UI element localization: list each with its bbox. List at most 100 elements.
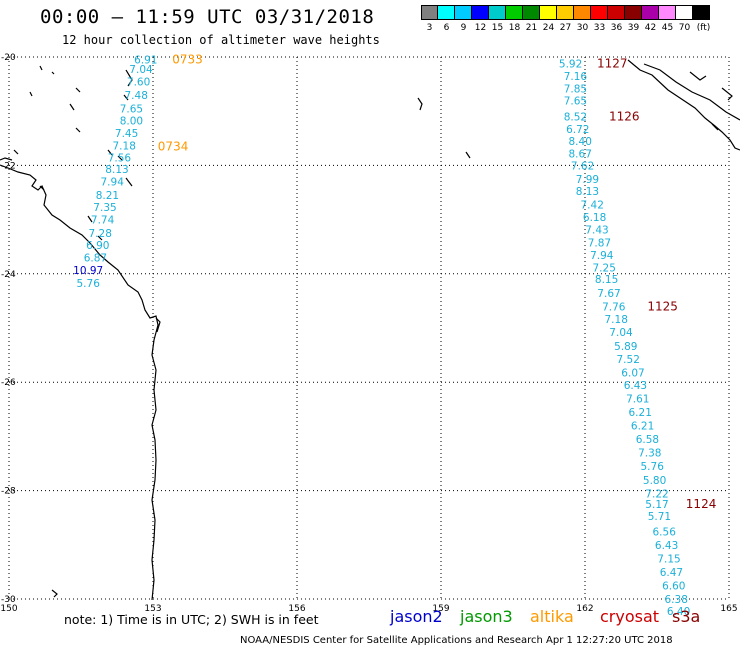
pass-time-label: 1124 — [686, 497, 717, 511]
wave-height-value: 8.13 — [105, 164, 128, 176]
color-scale-label: 24 — [542, 23, 555, 33]
wave-height-value: 7.67 — [597, 288, 620, 300]
wave-height-value: 6.87 — [84, 253, 107, 265]
color-scale-label: 39 — [627, 23, 640, 33]
island — [39, 185, 45, 191]
wave-height-value: 7.65 — [564, 95, 587, 107]
footer-credit: NOAA/NESDIS Center for Satellite Applica… — [240, 635, 673, 646]
island — [123, 94, 129, 101]
queensland-cape — [0, 157, 13, 161]
fraser-island — [155, 317, 161, 333]
wave-height-value: 6.43 — [624, 380, 647, 392]
color-swatch — [540, 5, 557, 20]
color-swatch — [421, 5, 438, 20]
island — [97, 235, 103, 241]
wave-height-value: 5.80 — [643, 475, 666, 487]
satellite-legend-jason3: jason3 — [460, 607, 513, 626]
color-scale-label: 18 — [508, 23, 521, 33]
wave-height-value: 6.60 — [662, 580, 685, 592]
wave-height-value: 5.76 — [641, 461, 665, 473]
satellite-legend-jason2: jason2 — [390, 607, 443, 626]
loyalty-island — [721, 87, 733, 101]
island — [39, 65, 43, 71]
color-swatch — [659, 5, 676, 20]
island — [117, 155, 123, 161]
wave-height-value: 7.99 — [576, 174, 599, 186]
wave-height-value: 6.56 — [653, 526, 677, 538]
wave-height-value: 6.07 — [621, 367, 644, 379]
lon-tick-label: 150 — [0, 604, 17, 614]
color-scale-label: 70 — [678, 23, 691, 33]
wave-height-value: 7.43 — [585, 224, 608, 236]
color-swatch — [693, 5, 710, 20]
wave-height-value: 7.22 — [645, 488, 668, 500]
wave-height-value: 7.85 — [564, 83, 587, 95]
pass-time-label: 1127 — [597, 57, 628, 71]
color-swatch — [608, 5, 625, 20]
wave-height-value: 5.92 — [559, 59, 582, 71]
wave-height-value: 7.56 — [108, 152, 132, 164]
axis-labels: 150 153 156 159 162 165 -20 -22 -24 -26 -28 -30 — [0, 53, 737, 614]
wave-height-value: 7.15 — [657, 553, 680, 565]
color-scale-label: 45 — [661, 23, 674, 33]
wave-height-value: 7.74 — [91, 215, 115, 227]
island — [75, 87, 81, 93]
wave-height-value: 8.13 — [576, 186, 599, 198]
wave-height-value: 7.62 — [571, 160, 594, 172]
wave-height-value: 8.21 — [96, 190, 119, 202]
wave-height-value: 6.91 — [134, 55, 157, 67]
lon-tick-label: 156 — [288, 604, 305, 614]
wave-height-value: 7.94 — [101, 177, 125, 189]
map-subtitle: 12 hour collection of altimeter wave hei… — [62, 33, 380, 47]
color-scale-label: 3 — [426, 23, 433, 33]
lon-tick-label: 165 — [720, 604, 737, 614]
island — [51, 71, 55, 75]
color-swatch — [557, 5, 574, 20]
wave-height-value: 5.17 — [645, 499, 668, 511]
island — [125, 177, 133, 187]
island — [51, 589, 58, 598]
lat-tick-label: -30 — [1, 595, 16, 605]
lat-tick-label: -20 — [1, 53, 16, 63]
island — [29, 91, 33, 97]
wave-height-value: 6.21 — [629, 407, 652, 419]
wave-height-value: 6.47 — [660, 567, 683, 579]
wave-height-value: 7.61 — [626, 393, 649, 405]
wave-height-value: 8.40 — [569, 136, 592, 148]
wave-height-value: 6.38 — [665, 594, 688, 606]
lat-tick-label: -26 — [1, 378, 16, 388]
pass-time-label: 0734 — [158, 139, 189, 153]
wave-height-value: 7.35 — [93, 202, 116, 214]
wave-height-value: 7.76 — [602, 301, 626, 313]
wave-height-value: 8.00 — [120, 115, 143, 127]
australia-coastline — [0, 164, 159, 601]
color-scale-label: 21 — [525, 23, 538, 33]
lat-tick-label: -24 — [1, 270, 16, 280]
wave-height-value: 7.45 — [115, 128, 138, 140]
color-swatch — [455, 5, 472, 20]
map-grid — [8, 56, 730, 600]
color-scale-label: 6 — [443, 23, 450, 33]
color-swatch — [676, 5, 693, 20]
lon-tick-label: 162 — [576, 604, 593, 614]
wave-height-value: 7.52 — [617, 354, 640, 366]
color-scale-label: (ft) — [696, 23, 711, 33]
loyalty-island — [689, 71, 707, 81]
satellite-legend-s3a: s3a — [672, 607, 701, 626]
color-swatch — [625, 5, 642, 20]
color-scale-label: 42 — [644, 23, 657, 33]
island — [13, 149, 19, 155]
island — [107, 149, 113, 156]
color-scale-label: 27 — [559, 23, 572, 33]
wave-height-value: 7.04 — [609, 327, 633, 339]
reef — [417, 97, 423, 111]
lat-tick-label: -22 — [1, 161, 16, 171]
altimeter-tracks: 6.917.047.607.487.658.007.457.187.568.13… — [73, 53, 716, 618]
wave-height-value: 8.15 — [595, 274, 618, 286]
color-swatch — [438, 5, 455, 20]
wave-height-value: 7.65 — [120, 103, 143, 115]
wave-height-value: 7.94 — [590, 250, 614, 262]
wave-height-value: 7.04 — [129, 64, 153, 76]
color-swatch — [472, 5, 489, 20]
wave-height-value: 5.76 — [77, 278, 101, 290]
